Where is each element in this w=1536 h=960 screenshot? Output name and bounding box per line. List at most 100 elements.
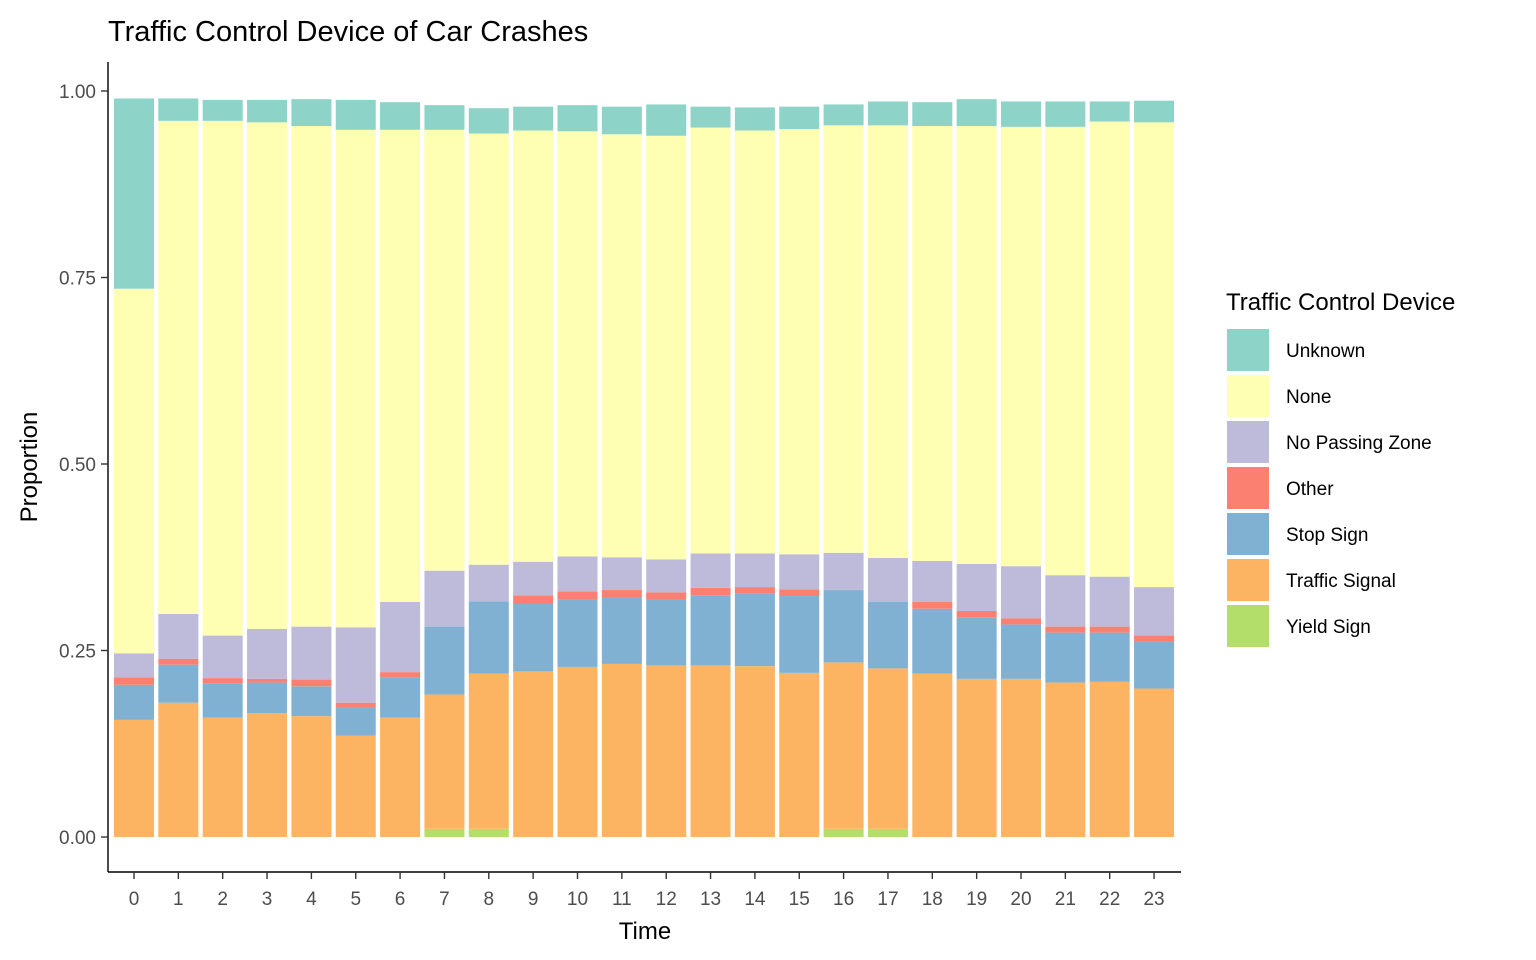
x-tick-label: 7 <box>439 889 450 910</box>
bar-segment-other-13 <box>690 587 731 596</box>
bar-segment-unknown-19 <box>956 99 997 127</box>
legend-label-other: Other <box>1286 479 1334 500</box>
bar-segment-stop-sign-18 <box>912 608 953 674</box>
bar-segment-stop-sign-13 <box>690 595 731 666</box>
bar-segment-stop-sign-9 <box>513 603 554 672</box>
bar-segment-no-passing-zone-14 <box>734 553 775 588</box>
x-tick-label: 8 <box>484 889 495 910</box>
legend-swatch-other <box>1227 467 1269 509</box>
bar-segment-yield-sign-16 <box>823 828 864 837</box>
bar-segment-unknown-9 <box>513 106 554 131</box>
bar-segment-traffic-signal-16 <box>823 662 864 829</box>
legend-label-traffic-signal: Traffic Signal <box>1286 571 1396 592</box>
bar-segment-traffic-signal-18 <box>912 673 953 837</box>
y-tick-label: 0.75 <box>59 269 96 290</box>
legend: Traffic Control Device Unknown None No Pas… <box>1226 289 1455 647</box>
bar-segment-other-20 <box>1001 618 1041 625</box>
bar-segment-unknown-16 <box>823 104 864 126</box>
bar-segment-stop-sign-23 <box>1134 641 1175 689</box>
bar-segment-stop-sign-17 <box>867 602 908 669</box>
x-tick-label: 23 <box>1143 889 1164 910</box>
bar-segment-stop-sign-7 <box>424 626 465 695</box>
bar-segment-traffic-signal-6 <box>380 717 421 837</box>
bar-segment-no-passing-zone-12 <box>646 559 687 593</box>
bar-segment-none-21 <box>1045 126 1086 576</box>
bar-segment-stop-sign-10 <box>557 599 598 667</box>
bar-segment-no-passing-zone-16 <box>823 552 864 591</box>
bar-segment-stop-sign-16 <box>823 590 864 663</box>
bar-segment-unknown-14 <box>734 107 775 131</box>
bar-segment-other-3 <box>247 678 288 683</box>
bar-segment-none-12 <box>646 135 687 560</box>
bar-segment-traffic-signal-2 <box>202 717 243 837</box>
bar-segment-other-22 <box>1089 626 1130 633</box>
bar-segment-other-5 <box>335 702 376 708</box>
bar-segment-none-0 <box>114 288 154 654</box>
x-tick-label: 20 <box>1010 889 1031 910</box>
legend-swatch-traffic-signal <box>1227 559 1269 601</box>
legend-swatch-yield-sign <box>1227 605 1269 647</box>
bar-segment-unknown-12 <box>646 104 687 136</box>
bar-segment-no-passing-zone-7 <box>424 570 465 627</box>
bar-segment-other-18 <box>912 602 953 609</box>
bar-segment-stop-sign-1 <box>158 664 199 703</box>
bar-segment-yield-sign-7 <box>424 828 465 837</box>
x-tick-label: 0 <box>129 889 140 910</box>
bar-segment-other-23 <box>1134 635 1175 642</box>
chart-title: Traffic Control Device of Car Crashes <box>108 16 588 48</box>
bar-segment-other-4 <box>291 679 332 687</box>
bar-segment-unknown-20 <box>1001 101 1041 127</box>
bar-segment-unknown-10 <box>557 105 598 132</box>
x-tick-label: 2 <box>217 889 228 910</box>
x-axis-title: Time <box>619 918 671 945</box>
bar-segment-no-passing-zone-6 <box>380 602 421 673</box>
bar-segment-other-21 <box>1045 626 1086 633</box>
bar-segment-other-9 <box>513 595 554 604</box>
bar-segment-other-6 <box>380 672 421 678</box>
legend-label-no-passing-zone: No Passing Zone <box>1286 433 1432 454</box>
bar-segment-traffic-signal-4 <box>291 716 332 837</box>
plot-area <box>114 98 1175 837</box>
bar-segment-none-16 <box>823 125 864 553</box>
bar-segment-stop-sign-5 <box>335 707 376 736</box>
bar-segment-none-20 <box>1001 126 1041 567</box>
legend-swatch-stop-sign <box>1227 513 1269 555</box>
x-tick-label: 13 <box>700 889 721 910</box>
bar-segment-none-18 <box>912 126 953 561</box>
x-tick-label: 4 <box>306 889 317 910</box>
bar-segment-no-passing-zone-23 <box>1134 587 1175 636</box>
bar-segment-unknown-2 <box>202 99 243 121</box>
bar-segment-no-passing-zone-19 <box>956 563 997 611</box>
bar-segment-no-passing-zone-15 <box>779 554 820 590</box>
bar-segment-unknown-6 <box>380 102 421 130</box>
x-tick-label: 17 <box>877 889 898 910</box>
legend-title: Traffic Control Device <box>1226 289 1455 316</box>
bar-segment-stop-sign-8 <box>468 601 509 674</box>
bar-segment-no-passing-zone-9 <box>513 561 554 596</box>
bar-segment-unknown-4 <box>291 99 332 127</box>
bar-segment-stop-sign-3 <box>247 682 288 714</box>
bar-segment-unknown-22 <box>1089 101 1130 122</box>
bar-segment-traffic-signal-19 <box>956 678 997 837</box>
bar-segment-traffic-signal-3 <box>247 713 288 837</box>
bar-segment-unknown-1 <box>158 98 199 121</box>
bar-segment-none-10 <box>557 131 598 557</box>
bar-segment-no-passing-zone-22 <box>1089 576 1130 627</box>
bar-segment-unknown-3 <box>247 99 288 123</box>
bar-segment-none-23 <box>1134 122 1175 588</box>
bar-segment-no-passing-zone-17 <box>867 558 908 603</box>
y-tick-label: 0.50 <box>59 455 96 476</box>
bar-segment-no-passing-zone-11 <box>601 557 642 591</box>
bar-segment-traffic-signal-13 <box>690 665 731 837</box>
bar-segment-none-5 <box>335 129 376 628</box>
bar-segment-traffic-signal-20 <box>1001 678 1041 837</box>
x-tick-label: 15 <box>789 889 810 910</box>
bar-segment-none-14 <box>734 130 775 554</box>
bar-segment-none-4 <box>291 126 332 627</box>
bar-segment-no-passing-zone-8 <box>468 564 509 602</box>
bar-segment-stop-sign-19 <box>956 617 997 679</box>
bar-segment-stop-sign-2 <box>202 683 243 718</box>
bar-segment-other-1 <box>158 658 199 665</box>
bar-segment-none-17 <box>867 125 908 558</box>
bar-segment-stop-sign-4 <box>291 686 332 717</box>
